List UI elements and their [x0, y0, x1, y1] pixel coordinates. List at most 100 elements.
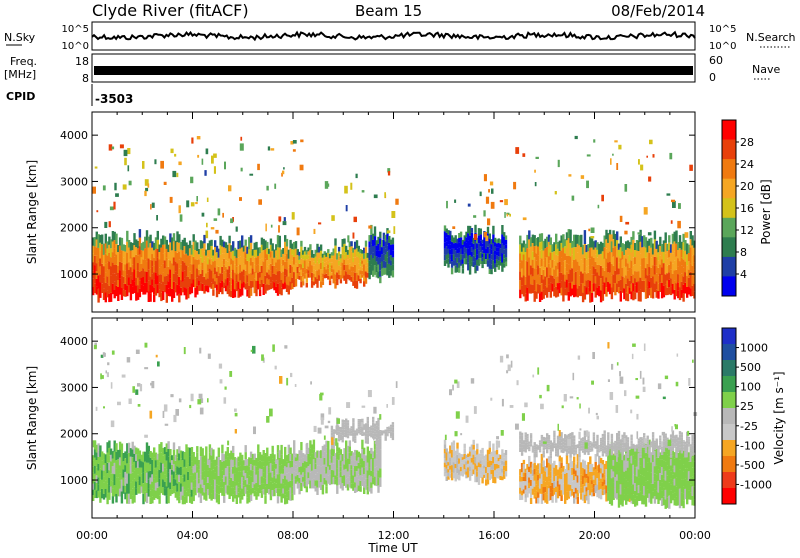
scatter-cell — [365, 241, 367, 247]
velocity-scatter-data — [92, 342, 697, 509]
scatter-cell — [115, 193, 119, 197]
scatter-cell — [453, 441, 455, 446]
scatter-cell — [327, 184, 330, 187]
scatter-cell — [293, 440, 295, 448]
power-scatter-data — [92, 136, 696, 303]
scatter-cell — [480, 234, 482, 240]
nsearch-tick-hi: 10^5 — [709, 24, 736, 35]
scatter-cell — [211, 227, 215, 229]
scatter-cell — [589, 456, 591, 464]
scatter-cell — [550, 451, 552, 453]
scatter-cell — [632, 231, 634, 240]
scatter-cell — [523, 460, 525, 464]
scatter-cell — [656, 443, 658, 444]
scatter-cell — [173, 442, 175, 449]
scatter-cell — [689, 165, 693, 171]
scatter-cell — [266, 242, 268, 248]
scatter-cell — [675, 231, 677, 244]
scatter-cell — [444, 440, 446, 445]
scatter-cell — [587, 154, 591, 156]
scatter-cell — [575, 453, 577, 454]
scatter-cell — [530, 442, 532, 444]
nsearch-tick-lo: 10^0 — [709, 41, 736, 52]
scatter-cell — [593, 139, 595, 142]
scatter-cell — [612, 154, 614, 156]
scatter-cell — [179, 205, 181, 213]
scatter-cell — [148, 183, 150, 187]
scatter-cell — [110, 207, 114, 211]
scatter-cell — [370, 488, 372, 494]
scatter-cell — [173, 233, 175, 241]
scatter-cell — [214, 218, 218, 221]
scatter-cell — [657, 453, 659, 455]
scatter-cell — [278, 216, 281, 221]
scatter-cell — [180, 214, 183, 221]
scatter-cell — [618, 434, 620, 437]
scatter-cell — [368, 226, 371, 229]
scatter-cell — [215, 230, 218, 234]
scatter-cell — [223, 496, 225, 503]
y-tick-label: 2000 — [60, 222, 88, 235]
scatter-cell — [489, 234, 491, 239]
scatter-cell — [458, 268, 460, 273]
scatter-cell — [550, 440, 552, 442]
scatter-cell — [543, 451, 545, 454]
scatter-cell — [590, 236, 594, 238]
scatter-cell — [646, 156, 648, 158]
scatter-cell — [535, 452, 537, 454]
scatter-cell — [359, 279, 361, 283]
scatter-cell — [657, 449, 659, 451]
scatter-cell — [639, 450, 641, 453]
scatter-cell — [526, 438, 528, 440]
colorbar-tick-label: 12 — [740, 224, 754, 237]
scatter-cell — [589, 441, 591, 443]
scatter-cell — [391, 211, 395, 218]
scatter-cell — [196, 196, 198, 202]
scatter-cell — [120, 144, 124, 148]
scatter-cell — [115, 234, 117, 244]
scatter-cell — [492, 226, 494, 235]
scatter-cell — [377, 422, 379, 426]
scatter-cell — [539, 450, 541, 452]
scatter-cell — [127, 148, 130, 154]
nave-label: Nave — [752, 63, 780, 76]
colorbar-segment — [722, 120, 736, 140]
scatter-cell — [575, 451, 577, 452]
scatter-cell — [352, 418, 354, 423]
scatter-cell — [507, 214, 509, 217]
scatter-cell — [284, 217, 286, 221]
scatter-cell — [616, 231, 618, 240]
scatter-cell — [302, 281, 304, 285]
scatter-cell — [537, 498, 539, 504]
scatter-cell — [607, 432, 609, 435]
scatter-cell — [543, 454, 545, 457]
scatter-cell — [480, 192, 482, 197]
scatter-cell — [228, 185, 231, 191]
scatter-cell — [265, 224, 267, 232]
scatter-cell — [611, 434, 613, 438]
scatter-cell — [473, 215, 476, 218]
scatter-cell — [601, 195, 604, 202]
scatter-cell — [197, 155, 199, 158]
scatter-cell — [314, 229, 316, 234]
scatter-cell — [509, 214, 511, 217]
scatter-cell — [334, 238, 336, 245]
scatter-cell — [236, 227, 238, 232]
scatter-cell — [374, 195, 378, 199]
scatter-cell — [616, 163, 618, 170]
scatter-cell — [643, 433, 645, 435]
scatter-cell — [625, 184, 628, 192]
scatter-cell — [379, 277, 381, 283]
scatter-cell — [501, 449, 503, 453]
scatter-cell — [325, 487, 327, 494]
scatter-cell — [167, 441, 169, 449]
scatter-cell — [458, 475, 460, 481]
scatter-cell — [157, 231, 159, 240]
scatter-cell — [568, 174, 571, 176]
scatter-cell — [654, 448, 656, 450]
scatter-cell — [108, 441, 110, 448]
scatter-cell — [392, 438, 394, 441]
scatter-cell — [575, 449, 577, 450]
scatter-cell — [318, 222, 321, 224]
